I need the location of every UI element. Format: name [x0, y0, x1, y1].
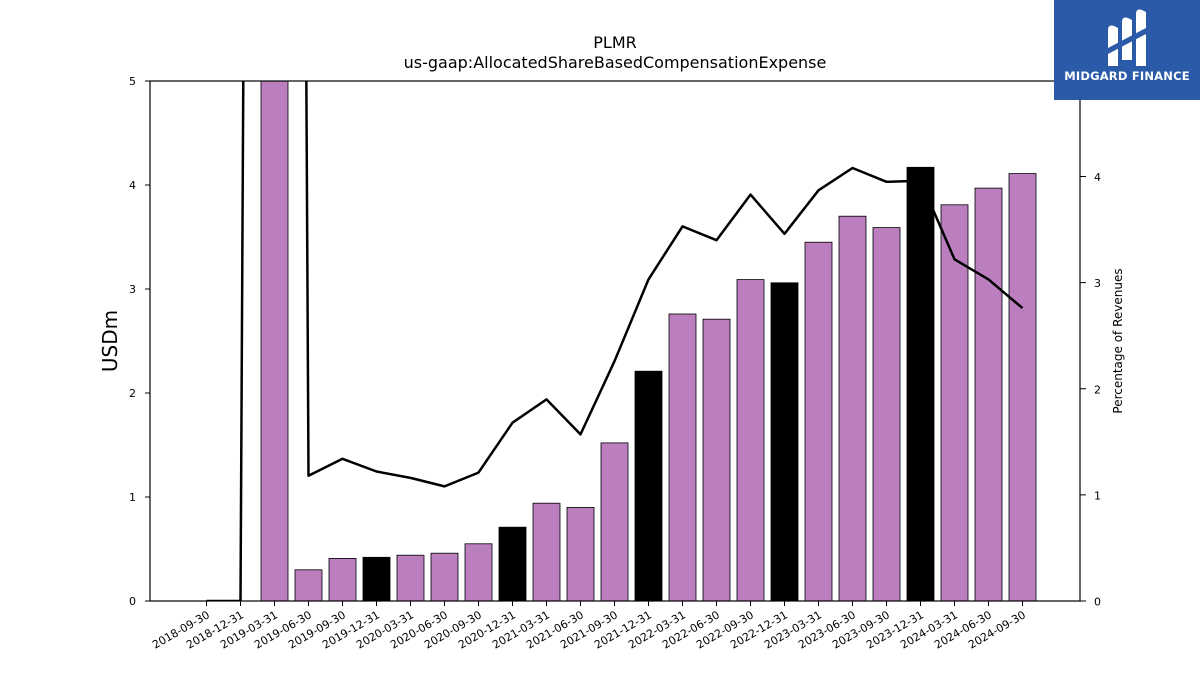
bar-2024-03-31 — [940, 204, 969, 601]
y-tick-label: 2 — [129, 387, 136, 400]
bar-2022-06-30 — [702, 318, 731, 601]
bar-2019-03-31 — [260, 81, 289, 601]
bar-2021-03-31 — [532, 502, 561, 601]
bar-2024-06-30 — [974, 187, 1003, 601]
y-right-tick-label: 0 — [1094, 596, 1101, 609]
y-tick-label: 1 — [129, 491, 136, 504]
y-tick-label: 0 — [129, 595, 136, 608]
bar-2020-09-30 — [464, 543, 493, 601]
y-axis-right-label: Percentage of Revenues — [1111, 268, 1125, 413]
y-right-tick-label: 1 — [1094, 489, 1101, 502]
bar-2019-12-31 — [362, 556, 391, 601]
bar-2021-12-31 — [634, 370, 663, 601]
bar-2020-06-30 — [430, 552, 459, 601]
y-tick-label: 4 — [129, 179, 136, 192]
bar-2023-09-30 — [872, 227, 901, 601]
chart-subtitle: us-gaap:AllocatedShareBasedCompensationE… — [404, 53, 827, 72]
y-tick-label: 3 — [129, 283, 136, 296]
bar-2021-09-30 — [600, 442, 629, 601]
y-axis-label: USDm — [98, 310, 122, 372]
bar-group — [192, 81, 1037, 601]
percentage-line — [206, 81, 1024, 601]
y-tick-label: 5 — [129, 75, 136, 88]
midgard-finance-logo: MIDGARD FINANCE — [1054, 0, 1200, 100]
bar-2022-03-31 — [668, 313, 697, 601]
bar-2021-06-30 — [566, 506, 595, 601]
bar-2019-09-30 — [328, 558, 357, 601]
bar-2024-09-30 — [1008, 173, 1037, 601]
bar-2020-12-31 — [498, 526, 527, 601]
y-right-tick-label: 4 — [1094, 171, 1101, 184]
bar-2022-09-30 — [736, 279, 765, 601]
bar-2023-03-31 — [804, 241, 833, 601]
logo-text: MIDGARD FINANCE — [1064, 69, 1190, 83]
bar-2023-12-31 — [906, 166, 935, 601]
y-right-tick-label: 2 — [1094, 383, 1101, 396]
bar-2023-06-30 — [838, 215, 867, 601]
chart-title: PLMR — [593, 33, 636, 52]
bar-2019-06-30 — [294, 569, 323, 601]
y-right-tick-label: 3 — [1094, 277, 1101, 290]
midgard-logo-icon — [1108, 9, 1146, 66]
bar-2020-03-31 — [396, 554, 425, 601]
bar-2022-12-31 — [770, 282, 799, 601]
